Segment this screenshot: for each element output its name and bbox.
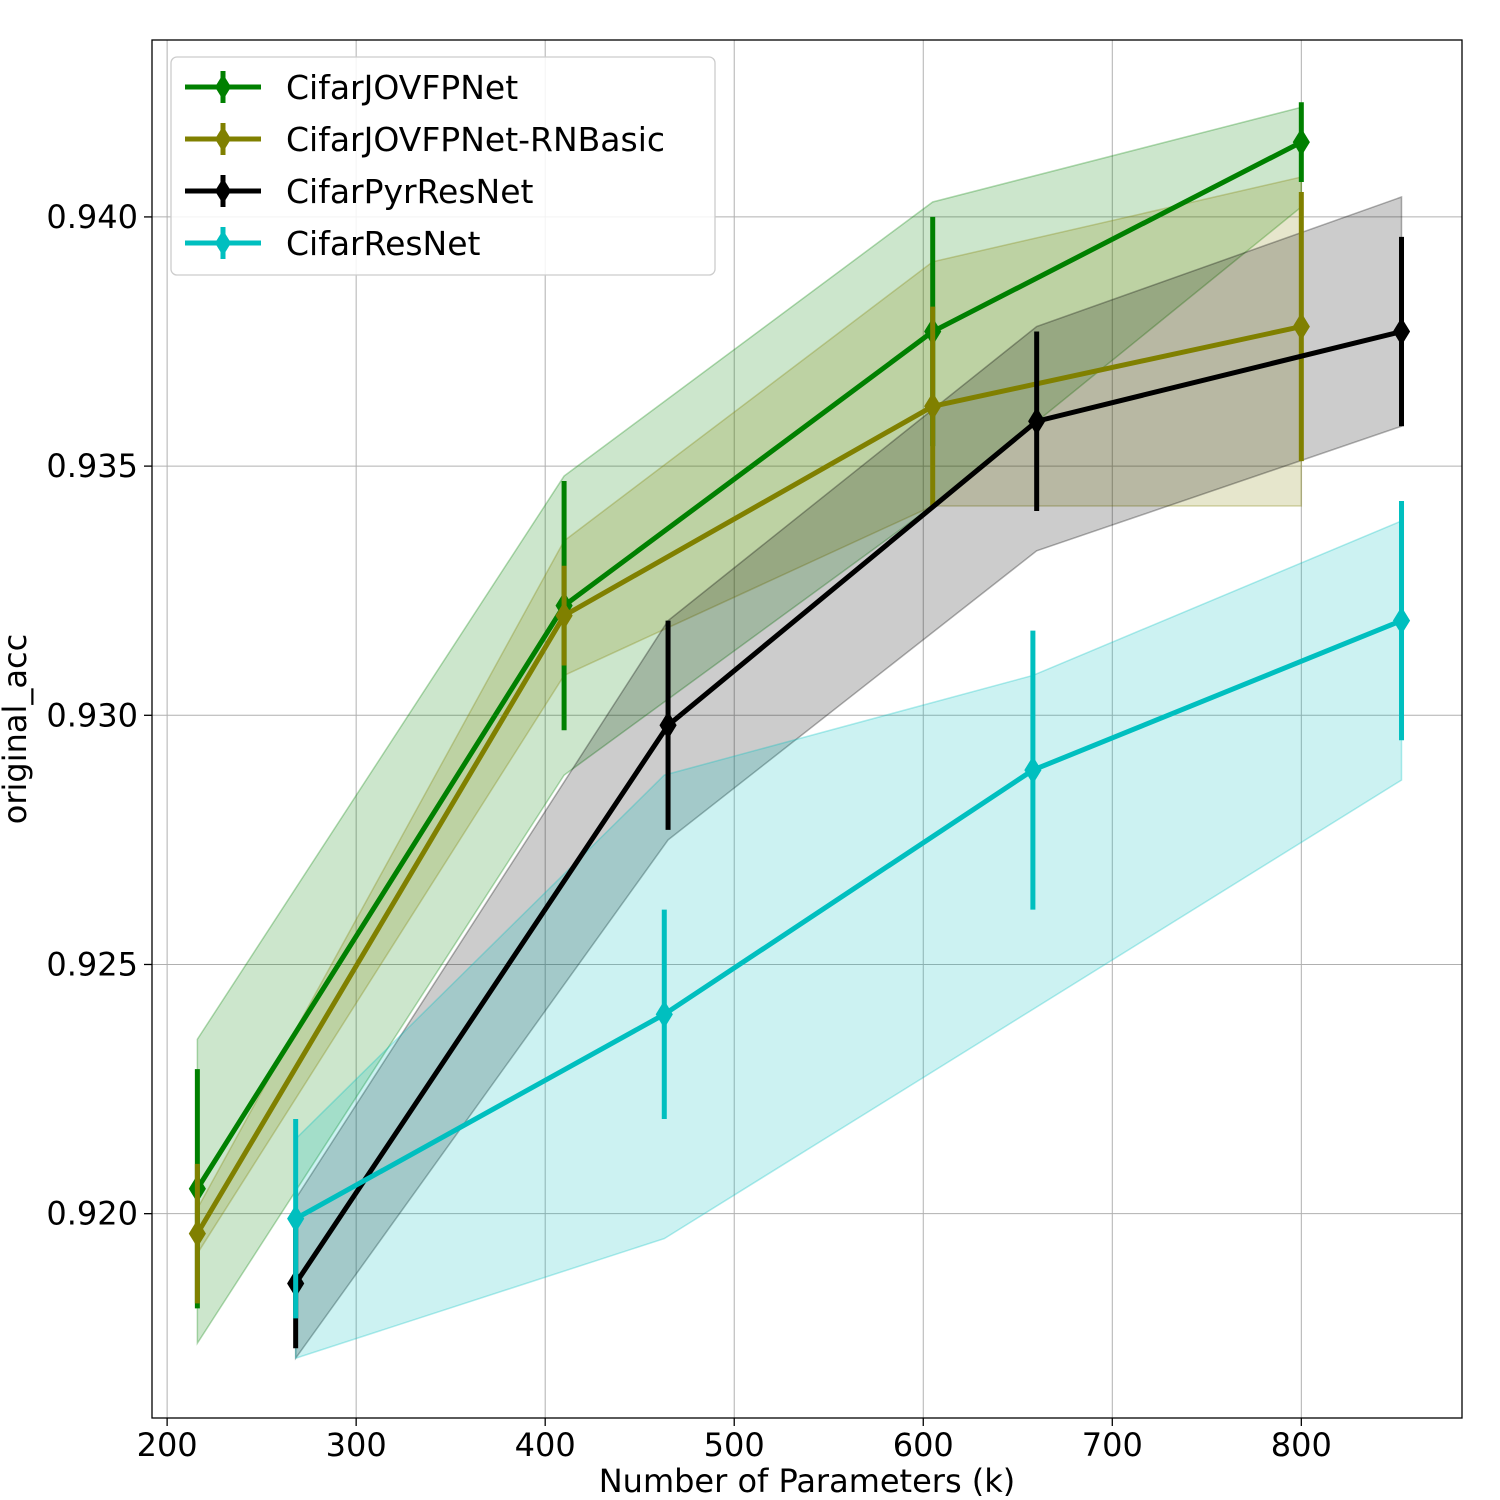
y-tick-label: 0.925 — [46, 945, 138, 983]
legend-label: CifarPyrResNet — [286, 172, 534, 211]
y-tick-label: 0.935 — [46, 447, 138, 485]
x-tick-label: 300 — [326, 1426, 387, 1464]
legend-marker — [215, 178, 231, 204]
series-line — [195, 139, 1303, 1191]
series-line — [195, 324, 1302, 1235]
x-axis-ticks: 200 300 400 500 600 700 800 — [137, 1418, 1332, 1464]
legend-marker — [215, 230, 231, 256]
y-tick-label: 0.920 — [46, 1195, 138, 1233]
series-line — [293, 329, 1403, 1285]
x-tick-label: 800 — [1271, 1426, 1332, 1464]
plot-frame — [151, 39, 1463, 1419]
x-tick-label: 200 — [137, 1426, 198, 1464]
x-axis-label: Number of Parameters (k) — [599, 1462, 1016, 1500]
legend-label: CifarResNet — [286, 224, 481, 263]
data-point — [555, 601, 573, 630]
data-point — [1392, 606, 1411, 635]
data-point — [1028, 407, 1046, 436]
data-point — [924, 392, 942, 421]
data-point — [287, 1204, 305, 1233]
data-point — [659, 711, 677, 740]
x-tick-label: 700 — [1082, 1426, 1143, 1464]
legend-label: CifarJOVFPNet-RNBasic — [286, 120, 665, 159]
data-point — [1024, 756, 1042, 785]
x-tick-label: 600 — [893, 1426, 954, 1464]
x-tick-label: 400 — [515, 1426, 576, 1464]
legend-box — [170, 56, 716, 276]
confidence-band — [196, 176, 1303, 1257]
legend-marker — [215, 74, 231, 100]
data-point — [1392, 317, 1411, 346]
data-point — [1292, 128, 1310, 157]
y-axis-ticks: 0.920 0.925 0.930 0.935 0.940 — [46, 198, 152, 1233]
y-tick-label: 0.930 — [46, 696, 138, 734]
legend-marker — [215, 126, 231, 152]
y-tick-label: 0.940 — [46, 198, 138, 236]
legend-label: CifarJOVFPNet — [286, 68, 518, 107]
y-axis-label: original_acc — [0, 634, 34, 824]
legend: CifarJOVFPNet CifarJOVFPNet-RNBasic CifarP… — [170, 56, 716, 276]
data-point — [188, 1219, 206, 1248]
x-tick-label: 500 — [704, 1426, 765, 1464]
data-point — [1292, 312, 1310, 341]
data-point — [655, 1000, 673, 1029]
series-line — [294, 618, 1403, 1221]
series-lines — [188, 102, 1411, 1349]
